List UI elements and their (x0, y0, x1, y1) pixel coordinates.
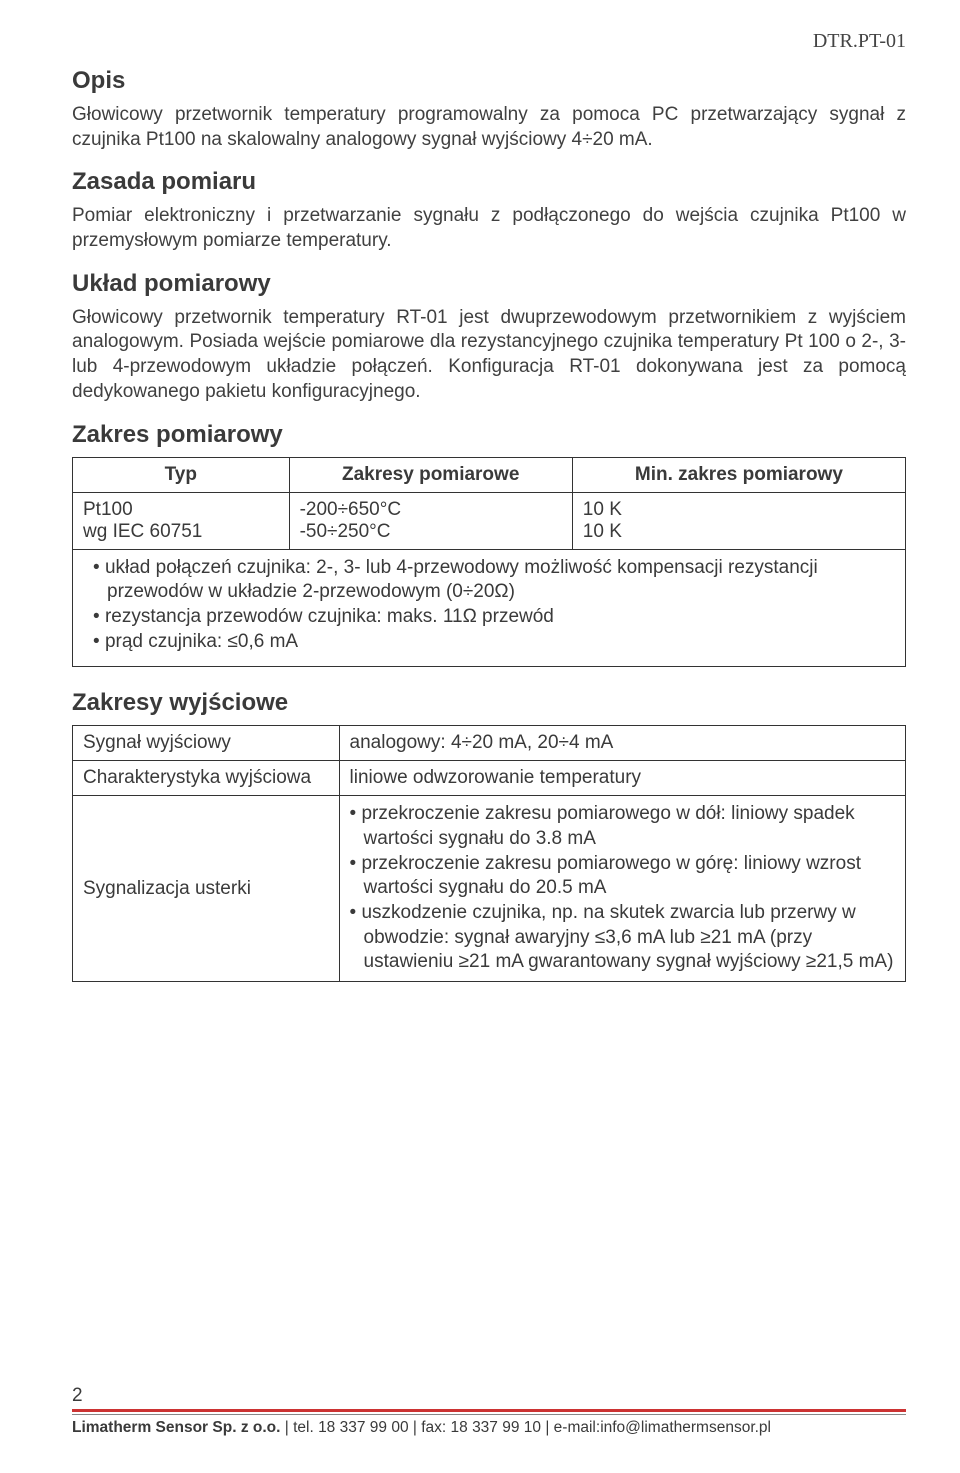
section-zasada-body: Pomiar elektroniczny i przetwarzanie syg… (72, 204, 906, 253)
td-min-l1: 10 K (583, 499, 622, 520)
table-row: Sygnał wyjściowy analogowy: 4÷20 mA, 20÷… (73, 726, 906, 761)
td-zakresy: -200÷650°C -50÷250°C (289, 492, 572, 549)
list-item: rezystancja przewodów czujnika: maks. 11… (81, 605, 897, 630)
footer-sep2: | fax: (409, 1419, 451, 1436)
footer: 2 Limatherm Sensor Sp. z o.o. | tel. 18 … (72, 1385, 906, 1437)
table-row: Sygnalizacja usterki przekroczenie zakre… (73, 796, 906, 982)
td-typ: Pt100 wg IEC 60751 (73, 492, 290, 549)
table-row: układ połączeń czujnika: 2-, 3- lub 4-pr… (73, 549, 906, 667)
fault-bullets: przekroczenie zakresu pomiarowego w dół:… (350, 802, 895, 975)
list-item: uszkodzenie czujnika, np. na skutek zwar… (350, 901, 895, 975)
list-item: przekroczenie zakresu pomiarowego w górę… (350, 852, 895, 901)
footer-tel: 18 337 99 00 (318, 1419, 409, 1436)
table-row: Charakterystyka wyjściowa liniowe odwzor… (73, 761, 906, 796)
out-value-1: liniowe odwzorowanie temperatury (339, 761, 905, 796)
td-typ-l1: Pt100 (83, 499, 133, 520)
table-row: Pt100 wg IEC 60751 -200÷650°C -50÷250°C … (73, 492, 906, 549)
footer-fax: 18 337 99 10 (451, 1419, 542, 1436)
section-zasada-title: Zasada pomiaru (72, 168, 906, 196)
section-opis-body: Głowicowy przetwornik temperatury progra… (72, 103, 906, 152)
section-zakresy-wyj-title: Zakresy wyjściowe (72, 689, 906, 717)
td-zakresy-l1: -200÷650°C (300, 499, 401, 520)
page-number: 2 (72, 1385, 906, 1407)
td-min: 10 K 10 K (572, 492, 905, 549)
table-row: Typ Zakresy pomiarowe Min. zakres pomiar… (73, 457, 906, 492)
out-label-1: Charakterystyka wyjściowa (73, 761, 340, 796)
footer-sep1: | tel. (280, 1419, 318, 1436)
footer-email: info@limathermsensor.pl (600, 1419, 771, 1436)
th-typ: Typ (73, 457, 290, 492)
td-bullets: układ połączeń czujnika: 2-, 3- lub 4-pr… (73, 549, 906, 667)
list-item: przekroczenie zakresu pomiarowego w dół:… (350, 802, 895, 851)
zakres-pom-table: Typ Zakresy pomiarowe Min. zakres pomiar… (72, 457, 906, 668)
th-zakresy: Zakresy pomiarowe (289, 457, 572, 492)
section-zakres-pom-title: Zakres pomiarowy (72, 421, 906, 449)
zakres-bullets: układ połączeń czujnika: 2-, 3- lub 4-pr… (73, 556, 905, 661)
footer-rule-gray (72, 1414, 906, 1415)
td-typ-l2: wg IEC 60751 (83, 521, 202, 542)
zakresy-wyj-table: Sygnał wyjściowy analogowy: 4÷20 mA, 20÷… (72, 725, 906, 982)
out-value-0: analogowy: 4÷20 mA, 20÷4 mA (339, 726, 905, 761)
list-item: układ połączeń czujnika: 2-, 3- lub 4-pr… (81, 556, 897, 605)
td-min-l2: 10 K (583, 521, 622, 542)
list-item: prąd czujnika: ≤0,6 mA (81, 630, 897, 655)
section-opis-title: Opis (72, 67, 906, 95)
footer-rule-red (72, 1409, 906, 1412)
td-zakresy-l2: -50÷250°C (300, 521, 391, 542)
footer-text: Limatherm Sensor Sp. z o.o. | tel. 18 33… (72, 1419, 906, 1437)
doc-id: DTR.PT-01 (72, 30, 906, 53)
page: DTR.PT-01 Opis Głowicowy przetwornik tem… (0, 0, 960, 1473)
footer-sep3: | e-mail: (541, 1419, 600, 1436)
section-uklad-title: Układ pomiarowy (72, 270, 906, 298)
section-uklad-body: Głowicowy przetwornik temperatury RT-01 … (72, 306, 906, 405)
footer-company: Limatherm Sensor Sp. z o.o. (72, 1419, 280, 1436)
out-fault-label: Sygnalizacja usterki (73, 796, 340, 982)
th-min: Min. zakres pomiarowy (572, 457, 905, 492)
out-label-0: Sygnał wyjściowy (73, 726, 340, 761)
out-fault-value: przekroczenie zakresu pomiarowego w dół:… (339, 796, 905, 982)
